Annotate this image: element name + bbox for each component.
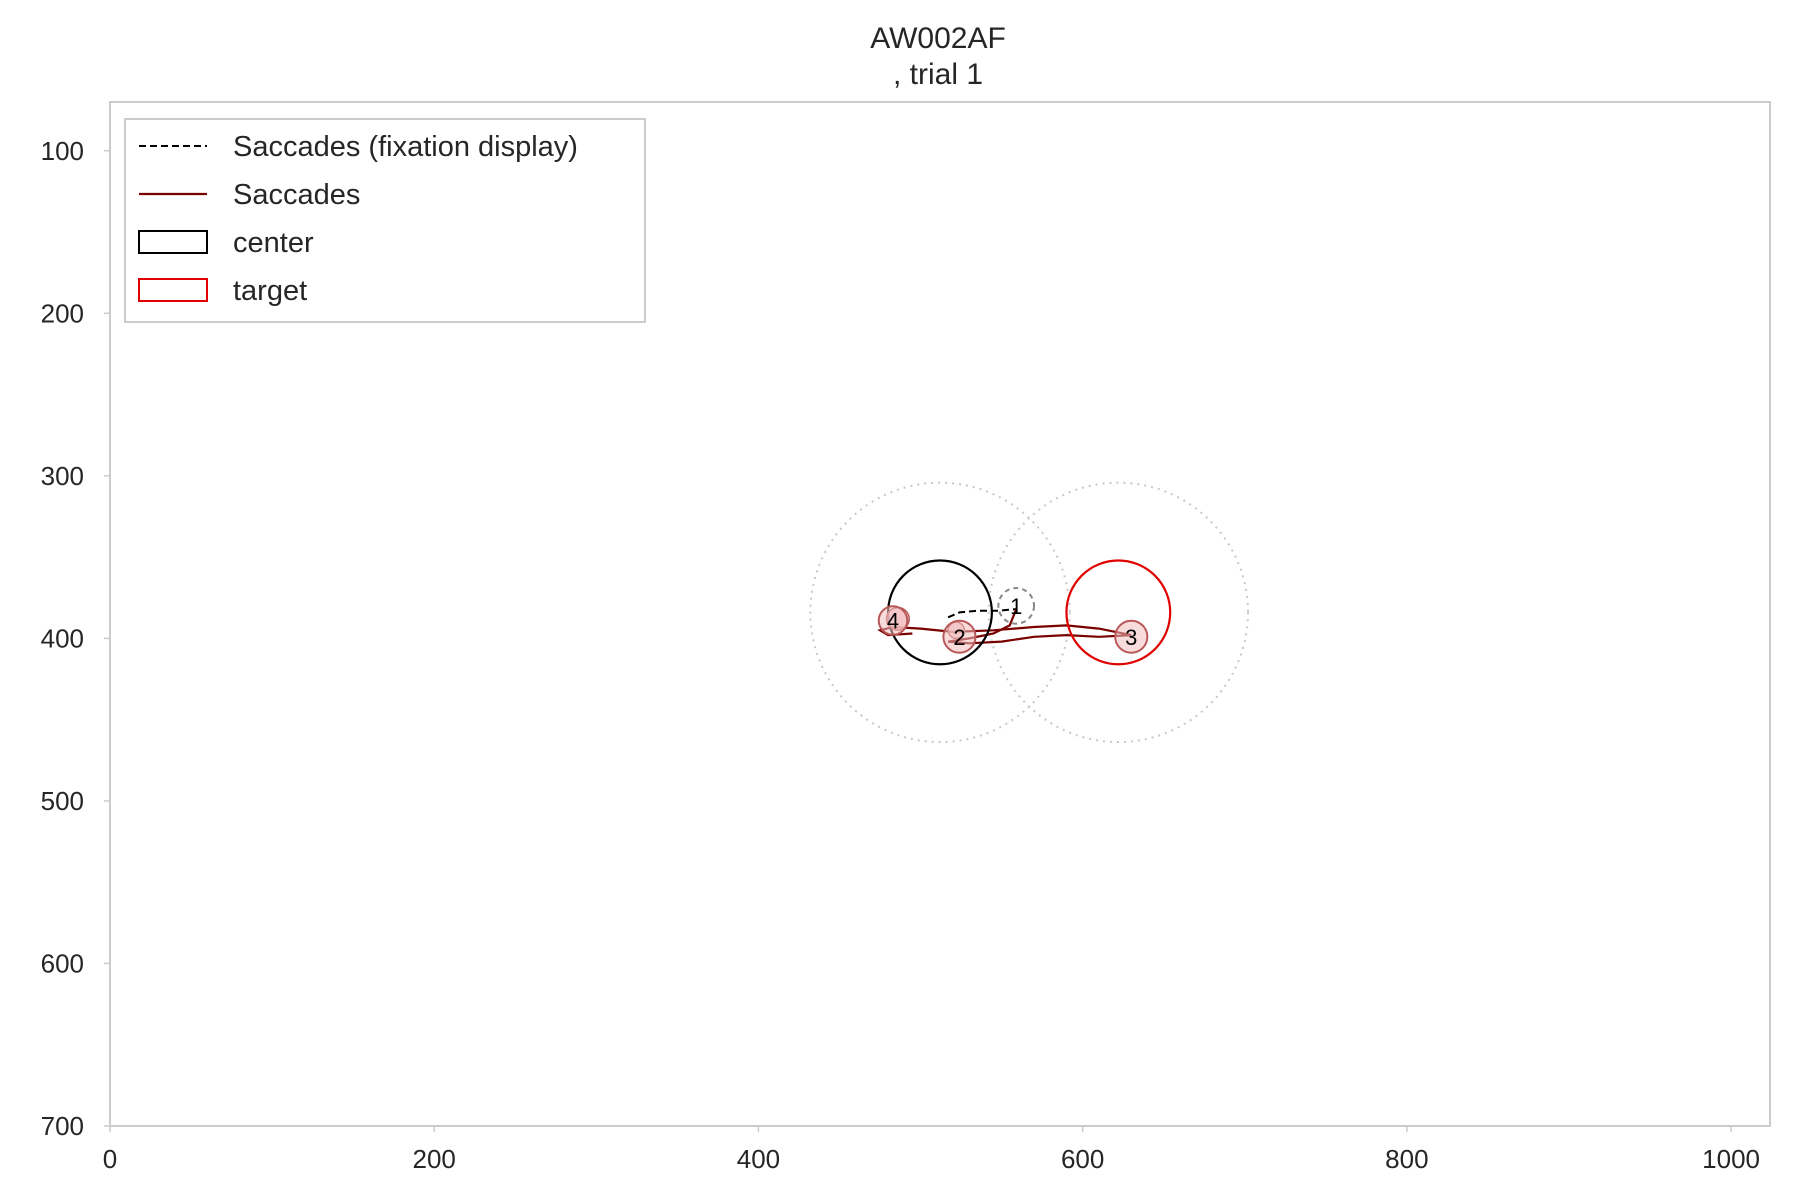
y-tick-label-100: 100 (41, 136, 84, 166)
y-tick-label-600: 600 (41, 948, 84, 978)
chart-subtitle: , trial 1 (893, 58, 983, 91)
x-tick-label-200: 200 (413, 1144, 456, 1174)
x-tick-label-1000: 1000 (1702, 1144, 1760, 1174)
legend-swatch-3 (138, 230, 208, 254)
fixation-marker-4 (877, 605, 909, 636)
y-tick-label-500: 500 (41, 786, 84, 816)
fixation-label-2: 2 (953, 625, 965, 650)
tolerance-circle-1 (809, 481, 1071, 744)
legend-label-4: target (233, 275, 307, 307)
x-tick-label-600: 600 (1061, 1144, 1104, 1174)
plot-area: 1 2 3 4 (809, 481, 1250, 744)
y-axis: 100 200 300 400 500 600 700 (41, 136, 110, 1141)
saccade-fixation-display (947, 608, 1017, 619)
legend-label-3: center (233, 227, 314, 259)
fixation-marker-2 (942, 619, 977, 654)
chart-title: AW002AF (870, 22, 1006, 55)
region-target (1065, 559, 1172, 666)
x-tick-label-0: 0 (103, 1144, 117, 1174)
legend-frame (124, 118, 646, 323)
tolerance-circle-2 (987, 481, 1250, 744)
saccade-3 (892, 624, 1132, 637)
y-tick-label-400: 400 (41, 623, 84, 653)
fixation-label-3: 3 (1125, 625, 1137, 650)
legend-label-2: Saccades (233, 179, 360, 211)
x-tick-label-800: 800 (1385, 1144, 1428, 1174)
fixation-label-4: 4 (887, 609, 899, 634)
fixation-marker-1 (997, 587, 1036, 625)
fixation-marker-3 (1114, 619, 1149, 654)
x-tick-label-400: 400 (737, 1144, 780, 1174)
y-tick-label-200: 200 (41, 298, 84, 328)
legend: Saccades (fixation display) Saccades cente… (124, 118, 646, 323)
y-tick-label-700: 700 (41, 1111, 84, 1141)
y-tick-label-300: 300 (41, 461, 84, 491)
fixation-label-1: 1 (1010, 594, 1022, 619)
legend-label-1: Saccades (fixation display) (233, 131, 578, 163)
legend-swatch-4 (138, 278, 208, 302)
x-axis: 0 200 400 600 800 1000 (103, 1126, 1760, 1174)
